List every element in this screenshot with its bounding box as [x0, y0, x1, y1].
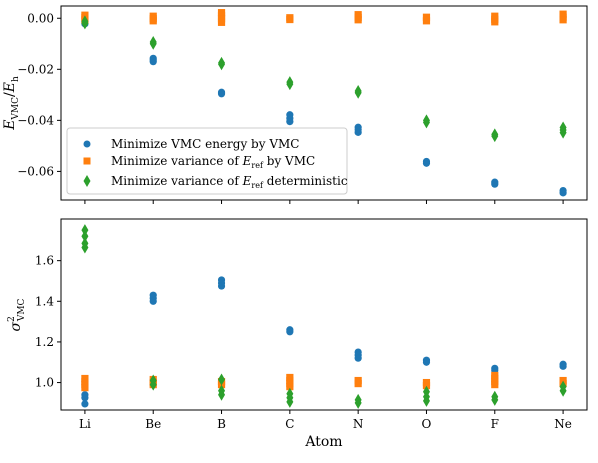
legend-marker-variance-deterministic	[83, 175, 91, 187]
legend: Minimize VMC energy by VMC Minimize vari…	[66, 127, 348, 195]
bottom-point-diamond	[81, 241, 89, 254]
top-point-diamond	[559, 126, 567, 139]
bottom-point-square	[286, 383, 294, 391]
x-tick-label: N	[353, 417, 364, 431]
top-point-square	[286, 15, 294, 24]
x-axis-label: Atom	[304, 434, 342, 450]
top-point-square	[354, 16, 362, 24]
bottom-plot-area	[81, 224, 567, 409]
bottom-point-diamond	[559, 384, 567, 397]
legend-label-variance-deterministic: Minimize variance of Eref deterministic	[111, 174, 348, 190]
bottom-point-diamond	[491, 393, 499, 406]
bottom-point-circle	[286, 328, 294, 336]
top-point-circle	[354, 128, 362, 136]
bottom-point-circle	[559, 362, 567, 370]
bottom-point-diamond	[81, 224, 89, 237]
legend-marker-variance-vmc	[83, 157, 91, 165]
bottom-panel: 1.0 1.2 1.4 1.6 Li Be B C N O F Ne σ2VMC Atom	[7, 218, 588, 450]
bottom-point-diamond	[354, 396, 362, 409]
bottom-point-circle	[422, 358, 431, 366]
bottom-point-square	[422, 382, 431, 390]
bottom-y-axis-label: σ2VMC	[7, 298, 27, 331]
legend-frame	[66, 127, 348, 195]
x-tick-label: Li	[79, 417, 91, 431]
top-y-axis: 0.00 −0.02 −0.04 −0.06	[17, 11, 61, 178]
top-point-diamond	[422, 116, 430, 129]
bottom-plot-frame	[60, 218, 588, 411]
bottom-point-diamond	[286, 395, 294, 408]
top-point-diamond	[218, 58, 226, 71]
top-point-square	[491, 18, 499, 26]
x-tick-label: F	[491, 417, 499, 431]
bottom-y-tick-label: 1.2	[35, 335, 54, 349]
top-x-axis	[84, 200, 564, 204]
top-point-circle	[422, 159, 431, 167]
legend-label-variance-vmc: Minimize variance of Eref by VMC	[111, 154, 315, 170]
top-y-tick-label: −0.02	[17, 62, 54, 76]
top-point-square	[149, 17, 157, 25]
bottom-point-diamond	[149, 378, 157, 391]
bottom-point-square	[491, 381, 499, 389]
top-panel: 0.00 −0.02 −0.04 −0.06 EVMC/Eh	[2, 5, 588, 204]
bottom-point-diamond	[218, 373, 226, 386]
bottom-y-tick-label: 1.6	[35, 254, 54, 268]
bottom-point-circle	[217, 282, 226, 290]
top-point-square	[559, 16, 567, 24]
bottom-point-diamond	[81, 230, 89, 243]
bottom-point-diamond	[218, 388, 226, 401]
bottom-point-circle	[81, 394, 89, 402]
top-point-circle	[559, 189, 567, 197]
top-point-circle	[217, 90, 226, 98]
bottom-point-square	[354, 379, 362, 388]
top-point-circle	[149, 58, 157, 66]
x-tick-label: Ne	[554, 417, 572, 431]
legend-marker-vmc-energy	[83, 140, 91, 148]
top-y-tick-label: −0.04	[17, 113, 54, 127]
top-point-circle	[286, 118, 294, 126]
bottom-y-axis: 1.0 1.2 1.4 1.6	[35, 254, 61, 390]
bottom-point-circle	[354, 354, 362, 362]
top-plot-area	[81, 9, 567, 197]
top-y-tick-label: −0.06	[17, 164, 54, 178]
top-y-axis-label: EVMC/Eh	[2, 76, 21, 131]
x-tick-label: Be	[145, 417, 161, 431]
bottom-x-axis: Li Be B C N O F Ne	[79, 410, 572, 431]
x-tick-label: C	[285, 417, 294, 431]
top-point-square	[217, 18, 226, 26]
top-point-square	[422, 17, 431, 25]
bottom-point-diamond	[422, 394, 430, 407]
top-point-diamond	[149, 37, 157, 50]
bottom-y-tick-label: 1.0	[35, 376, 54, 390]
top-point-diamond	[81, 17, 89, 30]
top-y-tick-label: 0.00	[27, 11, 54, 25]
bottom-point-circle	[81, 400, 89, 408]
top-point-diamond	[491, 130, 499, 143]
top-point-diamond	[354, 86, 362, 99]
top-point-diamond	[286, 78, 294, 91]
x-tick-label: B	[217, 417, 226, 431]
bottom-point-square	[81, 384, 89, 392]
top-point-circle	[491, 180, 499, 188]
top-plot-frame	[60, 5, 588, 201]
bottom-point-circle	[149, 297, 157, 305]
x-tick-label: O	[422, 417, 432, 431]
bottom-y-tick-label: 1.4	[35, 294, 54, 308]
legend-label-vmc-energy: Minimize VMC energy by VMC	[111, 137, 299, 151]
